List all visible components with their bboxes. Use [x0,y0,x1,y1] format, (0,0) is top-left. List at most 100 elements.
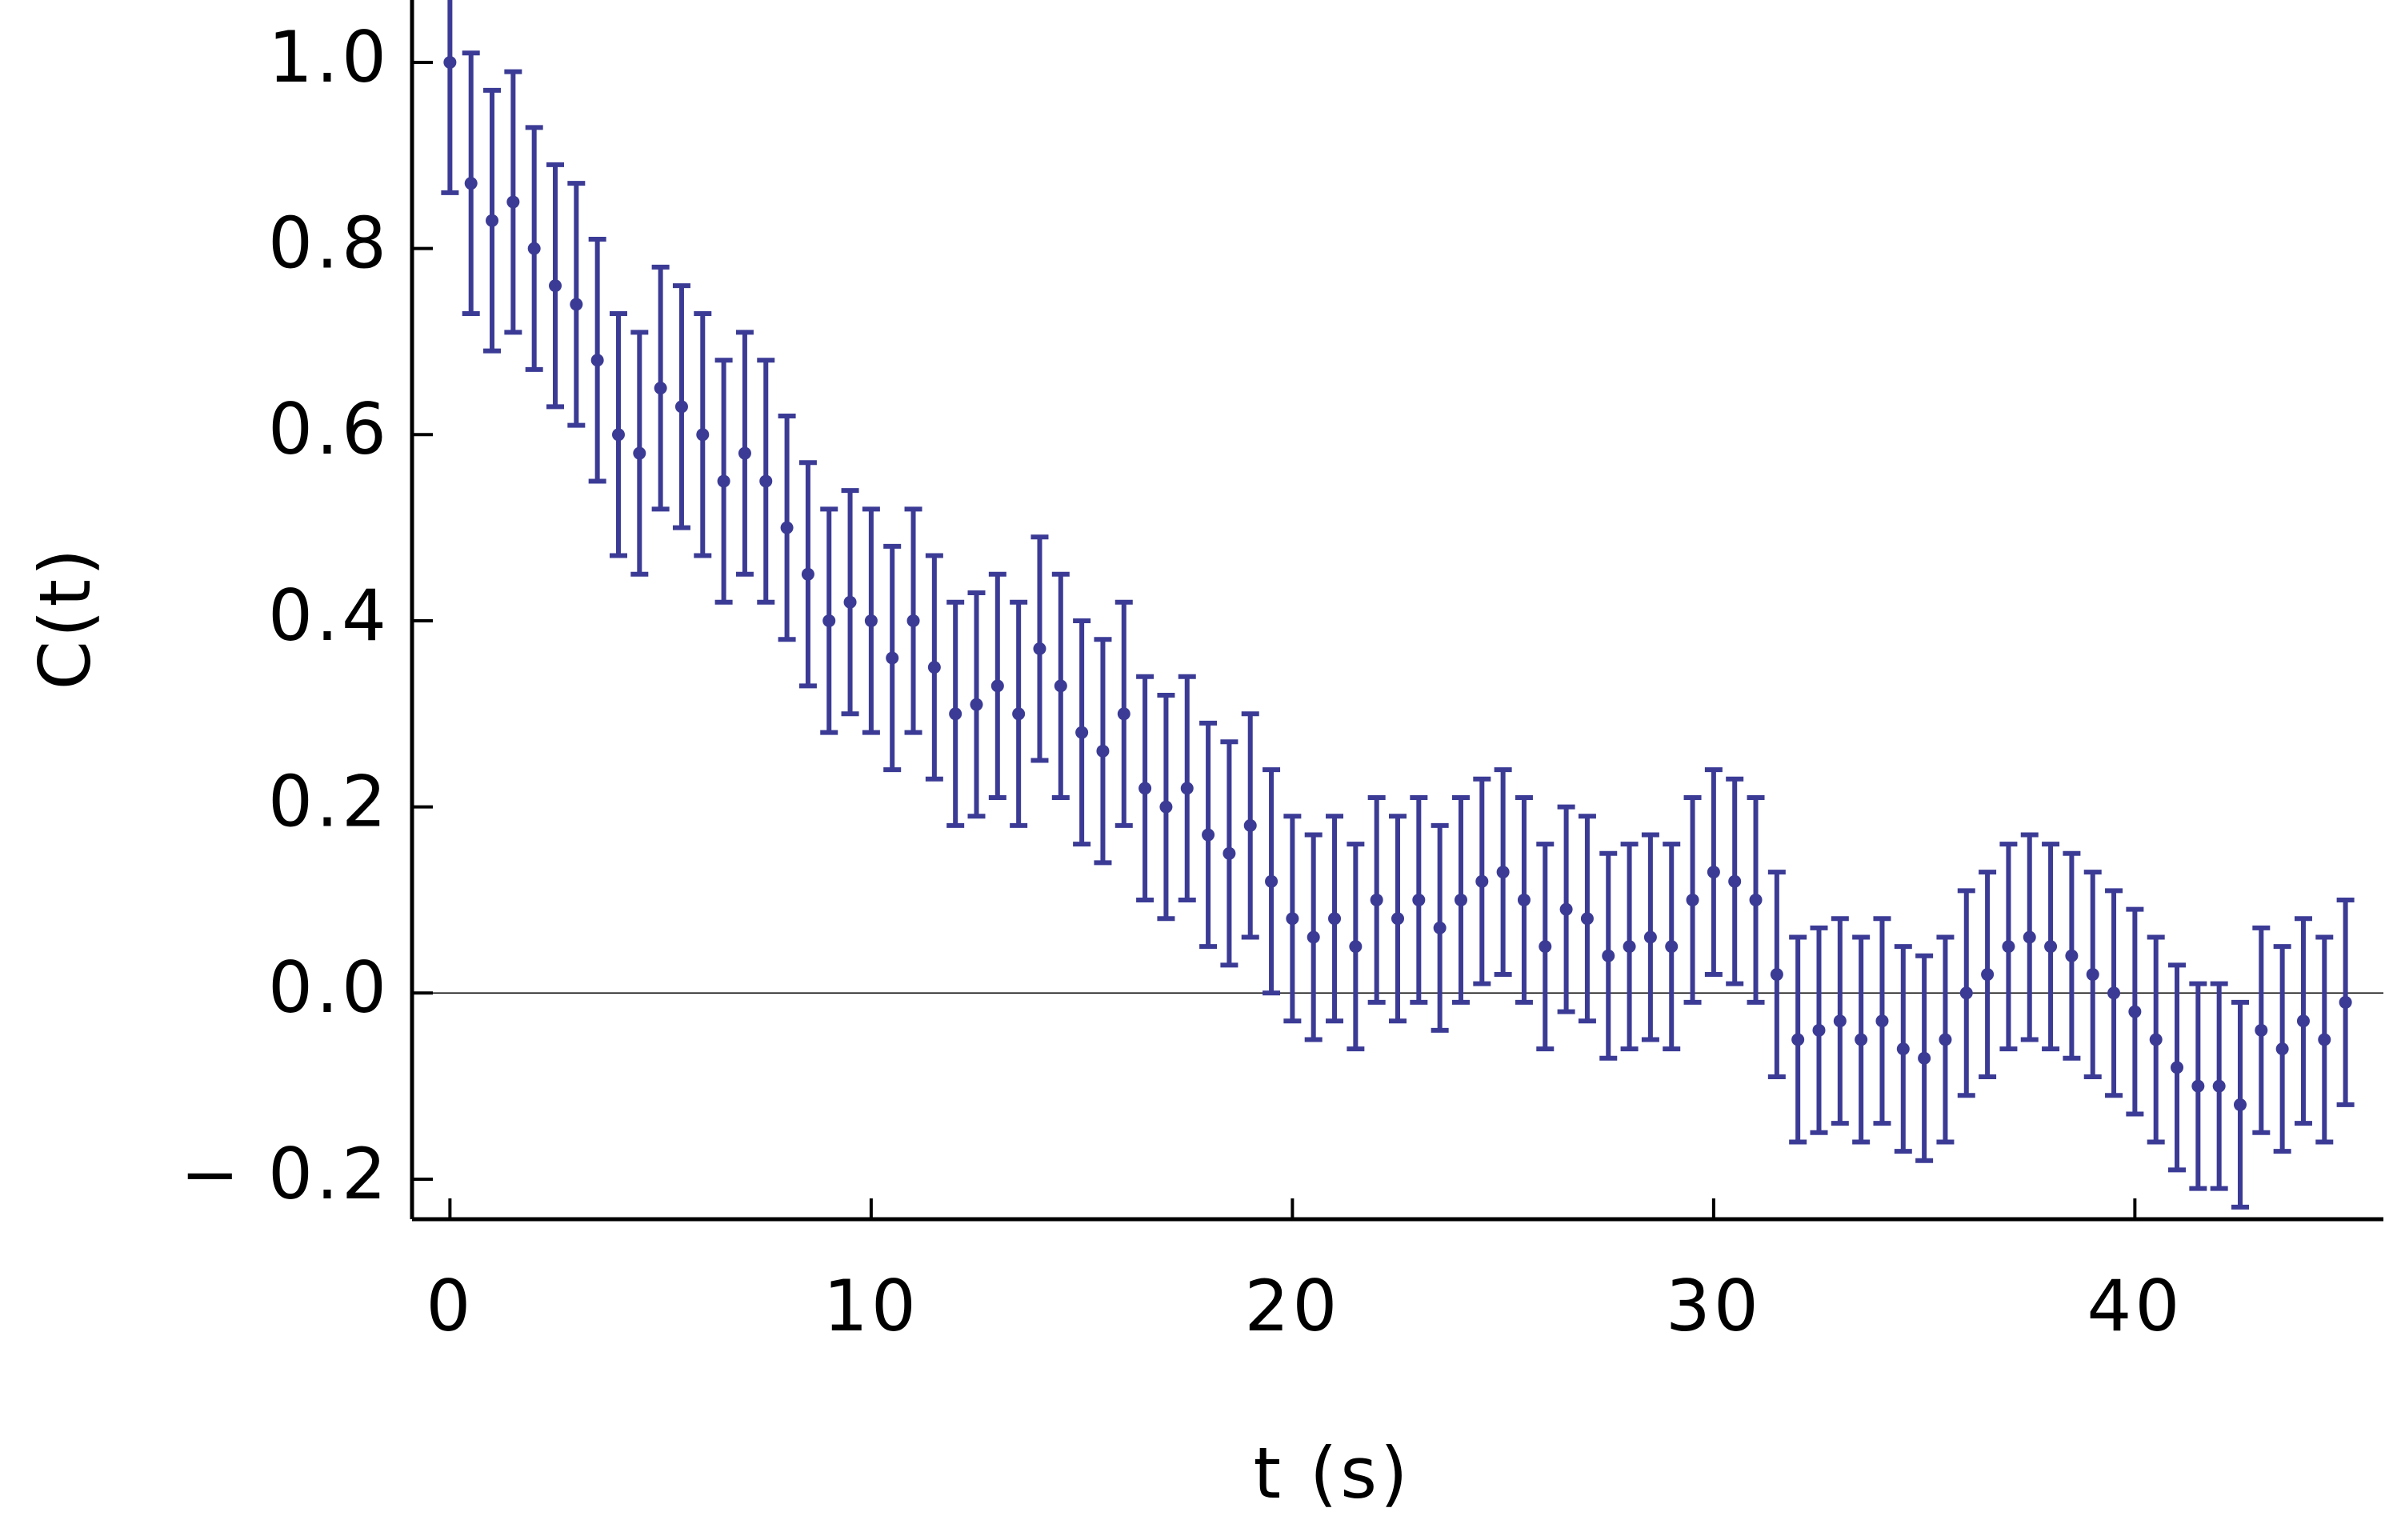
data-point [1665,940,1679,954]
data-point [1812,1023,1826,1037]
data-point [1496,866,1510,879]
data-point [1749,893,1763,906]
data-point [549,279,562,293]
data-point [1075,726,1089,739]
data-point [2128,1005,2142,1018]
data-point [1412,893,1426,906]
data-point [927,661,941,674]
data-point [1939,1033,1952,1046]
data-point [2296,1014,2310,1028]
data-point [2086,968,2099,982]
data-point [506,195,520,209]
data-point [2149,1033,2163,1046]
data-point [1012,707,1026,721]
data-point [1054,679,1067,693]
data-point [1391,912,1404,926]
data-point [2233,1098,2247,1111]
data-point [1770,968,1783,982]
data-point [590,354,604,367]
data-point [1918,1051,1931,1065]
data-point [1117,707,1130,721]
data-point [738,446,751,460]
data-point [2255,1023,2268,1037]
data-point [1707,866,1720,879]
x-tick-label: 30 [1666,1265,1762,1347]
data-point [1643,930,1657,944]
data-point [1159,800,1173,814]
data-point [970,698,983,711]
data-point [1623,940,1636,954]
data-point [1517,893,1531,906]
data-point [886,651,899,665]
data-point [611,428,625,442]
data-point [1286,912,1299,926]
data-point [780,521,794,534]
data-point [864,614,878,627]
x-tick-label: 20 [1244,1265,1340,1347]
data-point [1349,940,1363,954]
data-point [486,214,499,227]
data-point [2318,1033,2331,1046]
data-point [2275,1042,2289,1056]
data-point [1833,1014,1847,1028]
data-point [464,177,478,190]
y-axis-label: C(t) [24,546,106,690]
data-point [1896,1042,1910,1056]
data-point [2171,1061,2184,1074]
data-point [1686,893,1699,906]
error-bar [441,0,459,195]
y-tick-label: − 0.2 [180,1133,390,1215]
data-point [1959,986,1973,1000]
data-point [2044,940,2058,954]
data-point [1096,744,1110,758]
data-point [1728,874,1742,888]
y-tick-label: 0.6 [268,388,390,470]
data-point [570,298,583,311]
data-point [1791,1033,1805,1046]
data-point [1875,1014,1889,1028]
data-point [1475,874,1489,888]
y-tick-label: 0.2 [268,761,390,843]
data-point [759,474,773,488]
data-point [1433,921,1447,934]
data-point [1180,782,1194,795]
data-point [1454,893,1467,906]
data-point [843,595,857,609]
data-point [1855,1033,1868,1046]
data-point [906,614,920,627]
data-point [1138,782,1152,795]
data-point [527,242,541,255]
data-point [1559,902,1573,916]
data-point [990,679,1004,693]
data-point [717,474,730,488]
data-point [1202,828,1215,842]
data-point [1981,968,1995,982]
data-point [1539,940,1552,954]
data-point [633,446,646,460]
data-point [2002,940,2015,954]
x-tick-label: 0 [426,1265,474,1347]
y-tick-label: 1.0 [268,16,390,98]
data-point [443,55,457,69]
data-point [1223,846,1236,860]
data-point [1328,912,1342,926]
data-point [949,707,962,721]
x-tick-label: 40 [2087,1265,2183,1347]
y-tick-label: 0.0 [268,946,390,1029]
data-point [1265,874,1279,888]
y-tick-label: 0.4 [268,574,390,657]
data-point [2107,986,2121,1000]
data-point [2065,949,2079,962]
data-point [2339,995,2352,1009]
data-point [1033,642,1046,655]
data-point [2212,1079,2226,1093]
data-point [822,614,836,627]
data-point [1370,893,1383,906]
y-tick-label: 0.8 [268,202,390,285]
data-point [801,567,814,581]
x-tick-label: 10 [823,1265,919,1347]
data-point [674,400,688,414]
data-point [1243,818,1257,832]
data-point [2023,930,2036,944]
